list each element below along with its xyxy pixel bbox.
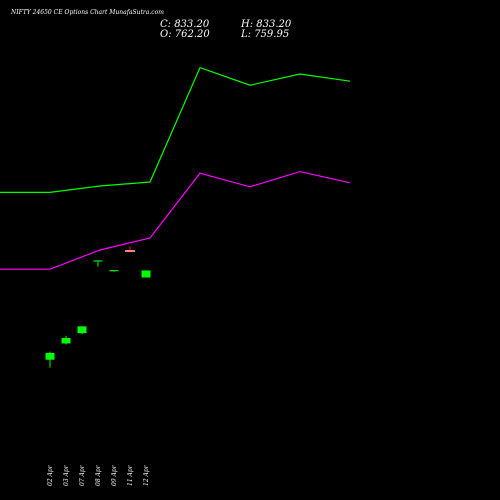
- candle-body: [109, 270, 119, 272]
- x-tick-label: 09 Apr: [111, 464, 118, 486]
- high-value: H: 833.20: [241, 19, 292, 30]
- candle-body: [125, 250, 135, 252]
- x-tick-label: 02 Apr: [47, 464, 54, 486]
- candle: [61, 335, 71, 345]
- x-tick-label: 03 Apr: [63, 464, 70, 486]
- upper-band-line: [0, 66, 351, 193]
- candle: [45, 351, 55, 368]
- candle-body: [61, 338, 71, 344]
- open-value: O: 762.20: [160, 29, 210, 40]
- low-value: L: 759.95: [241, 29, 290, 40]
- candle: [109, 270, 119, 272]
- chart-title: NIFTY 24650 CE Options Chart MunafaSutra…: [11, 9, 164, 16]
- lower-band-line: [0, 170, 351, 270]
- candle: [93, 260, 103, 267]
- candles-layer: [45, 246, 151, 368]
- x-axis-labels: 02 Apr 03 Apr 07 Apr 08 Apr 09 Apr 11 Apr 12 A…: [47, 464, 150, 486]
- close-value: C: 833.20: [160, 19, 210, 30]
- candle-body: [77, 326, 87, 334]
- candle: [125, 246, 135, 253]
- candle: [77, 326, 87, 335]
- candle: [141, 270, 151, 278]
- candle-body: [45, 352, 55, 360]
- x-tick-label: 12 Apr: [143, 464, 150, 486]
- candle-body: [93, 260, 103, 262]
- x-tick-label: 08 Apr: [95, 464, 102, 486]
- x-tick-label: 07 Apr: [79, 464, 86, 486]
- bands-layer: [0, 66, 351, 270]
- candle-body: [141, 270, 151, 278]
- x-tick-label: 11 Apr: [127, 464, 134, 486]
